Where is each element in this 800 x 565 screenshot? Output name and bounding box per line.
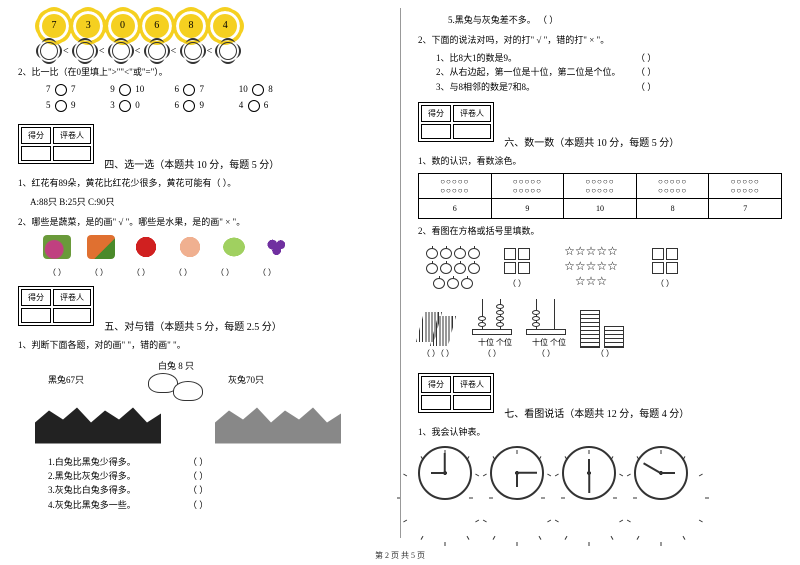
clock-row: [418, 446, 782, 500]
grid-icon: [502, 246, 532, 276]
empty-flower-row: < < < < <: [38, 42, 382, 60]
page-footer: 第 2 页 共 5 页: [0, 548, 800, 561]
flower-num: 6: [145, 14, 169, 38]
section-7-title: 七、看图说话（本题共 12 分，每题 4 分）: [504, 409, 689, 420]
abacus-icon: [526, 295, 566, 335]
tf-item-5: 5.黑兔与灰兔差不多。 （ ）: [448, 14, 782, 28]
question-compare: 2、比一比（在0里填上">""<"或"="）。: [18, 66, 382, 80]
stars-icon: ☆☆☆☆☆ ☆☆☆☆☆ ☆☆☆: [546, 244, 636, 289]
flower-num: 7: [42, 14, 66, 38]
shapes-row-2: （ ）（ ） 十位 个位 （ ）: [418, 295, 782, 359]
compare-row-1: 7 7 9 10 6 7 10 8: [46, 84, 382, 96]
clock-icon: [418, 446, 472, 500]
flower-num: 3: [76, 14, 100, 38]
blocks-icon: [580, 308, 630, 348]
clock-icon: [562, 446, 616, 500]
score-box: 得分评卷人: [18, 286, 94, 326]
section-4-title: 四、选一选（本题共 10 分，每题 5 分）: [104, 160, 279, 171]
flower-num: 8: [179, 14, 203, 38]
sec7-q1: 1、我会认钟表。: [418, 426, 782, 440]
section-6-title: 六、数一数（本题共 10 分，每题 5 分）: [504, 138, 679, 149]
radish-icon: [43, 235, 71, 259]
rabbit-figure: 黑兔67只 白兔 8 只 灰兔70只: [18, 359, 382, 449]
sticks-icon: [418, 308, 458, 348]
apple-icon: [132, 235, 160, 259]
clock-icon: [634, 446, 688, 500]
score-box: 得分评卷人: [18, 124, 94, 164]
true-false-list: 1.白兔比黑兔少得多。（ ） 2.黑兔比灰兔少得多。（ ） 3.灰兔比白兔多得多…: [48, 455, 382, 513]
abacus-icon: [472, 295, 512, 335]
grape-icon: [264, 235, 292, 259]
sec5-q1: 1、判断下面各题，对的画" "，错的画" "。: [18, 339, 382, 353]
right-q2: 2、下面的说法对吗，对的打" √ "，错的打" × "。: [418, 34, 782, 48]
compare-row-2: 5 9 3 0 6 9 4 6: [46, 100, 382, 112]
vegetable-row: [36, 235, 382, 263]
sec6-q2: 2、看图在方格或括号里填数。: [418, 225, 782, 239]
shapes-row-1: （ ） ☆☆☆☆☆ ☆☆☆☆☆ ☆☆☆ （ ）: [418, 244, 782, 289]
paren-row: （ ）（ ）（ ）（ ）（ ）（ ）: [36, 267, 382, 278]
sec4-q1: 1、红花有89朵，黄花比红花少很多，黄花可能有（ ）。: [18, 177, 382, 191]
right-tf-list: 1、比8大1的数是9。（ ） 2、从右边起，第一位是十位，第二位是个位。（ ） …: [436, 51, 782, 94]
flower-num: 4: [213, 14, 237, 38]
sec4-options: A:88只 B:25只 C:90只: [30, 196, 382, 210]
score-box: 得分评卷人: [418, 102, 494, 142]
peach-icon: [176, 235, 204, 259]
clock-icon: [490, 446, 544, 500]
cabbage-icon: [220, 235, 248, 259]
section-5-title: 五、对与错（本题共 5 分，每题 2.5 分）: [104, 322, 282, 333]
apples-icon: [418, 247, 488, 289]
sec6-q1: 1、数的认识，看数涂色。: [418, 155, 782, 169]
score-box: 得分评卷人: [418, 373, 494, 413]
column-divider: [400, 8, 401, 538]
dots-table: ○○○○○○○○○○ ○○○○○○○○○○ ○○○○○○○○○○ ○○○○○○○…: [418, 173, 782, 219]
carrot-icon: [87, 235, 115, 259]
grid-icon: [650, 246, 680, 276]
sec4-q2: 2、哪些是蔬菜，是的画" √ "。哪些是水果，是的画" × "。: [18, 216, 382, 230]
flower-num: 0: [111, 14, 135, 38]
